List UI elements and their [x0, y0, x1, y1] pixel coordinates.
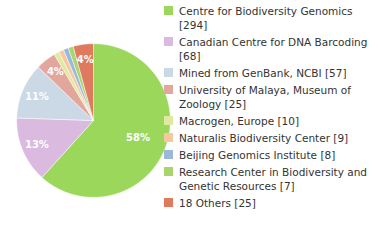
- html-text:18 Others [25]: 18 Others [25]: [179, 197, 256, 209]
- svg-text:11%: 11%: [25, 91, 49, 102]
- svg-text:4%: 4%: [77, 54, 94, 65]
- svg-text:4%: 4%: [47, 66, 64, 77]
- html-text:Canadian Centre for DNA Barcod: Canadian Centre for DNA Barcoding [68]: [179, 36, 368, 62]
- svg-text:13%: 13%: [25, 139, 49, 150]
- svg-text:58%: 58%: [126, 132, 150, 143]
- html-text:Macrogen, Europe [10]: Macrogen, Europe [10]: [179, 115, 300, 127]
- html-text:Centre for Biodiversity Genomi: Centre for Biodiversity Genomics [294]: [179, 5, 353, 31]
- html-text:Naturalis Biodiversity Center: Naturalis Biodiversity Center [9]: [179, 132, 349, 144]
- html-text:Research Center in Biodiversit: Research Center in Biodiversity and Gene…: [179, 166, 367, 192]
- html-text:Beijing Genomics Institute [8]: Beijing Genomics Institute [8]: [179, 149, 336, 161]
- html-text:Mined from GenBank, NCBI [57]: Mined from GenBank, NCBI [57]: [179, 67, 347, 79]
- html-text:University of Malaya, Museum o: University of Malaya, Museum of Zoology …: [179, 84, 351, 110]
